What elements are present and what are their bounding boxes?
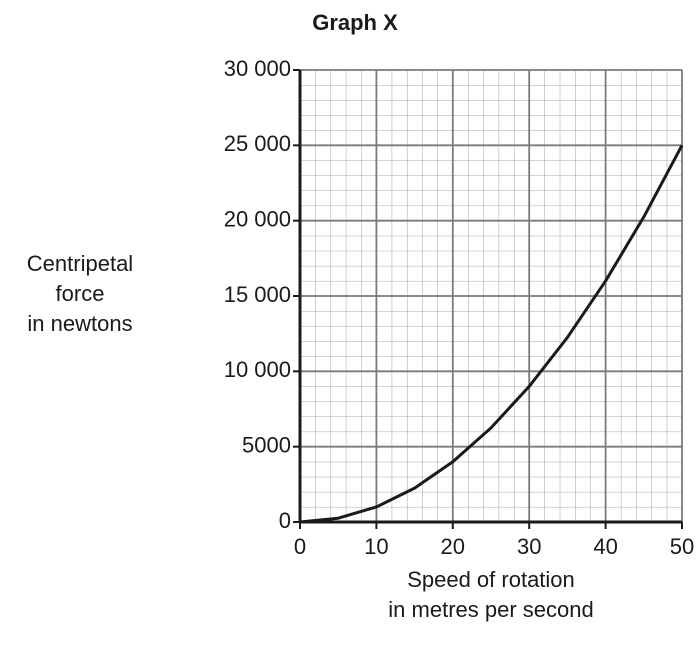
x-tick-label: 20 [441,534,465,559]
y-axis-label: Centripetal [27,251,133,276]
y-axis-label: force [56,281,105,306]
x-tick-label: 0 [294,534,306,559]
chart-title: Graph X [312,10,398,35]
y-tick-label: 25 000 [224,131,291,156]
x-axis-label: Speed of rotation [407,567,575,592]
x-tick-label: 30 [517,534,541,559]
x-tick-label: 50 [670,534,694,559]
y-tick-label: 0 [279,508,291,533]
y-tick-label: 5000 [242,432,291,457]
x-tick-label: 10 [364,534,388,559]
x-axis-label: in metres per second [388,597,593,622]
y-tick-label: 10 000 [224,357,291,382]
y-axis-label: in newtons [27,311,132,336]
y-tick-label: 15 000 [224,282,291,307]
x-tick-label: 40 [593,534,617,559]
y-tick-label: 30 000 [224,56,291,81]
curve [299,144,684,524]
y-tick-label: 20 000 [224,206,291,231]
